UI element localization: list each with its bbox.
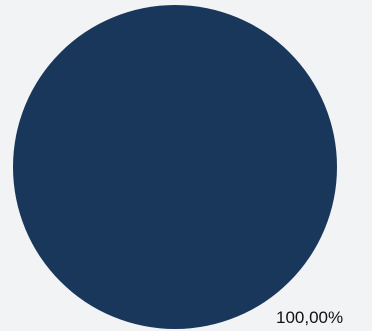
pie-slice-label: 100,00% [276, 308, 343, 327]
pie-slice [13, 5, 337, 329]
pie-labels: 100,00% [276, 308, 343, 327]
pie-slices [13, 5, 337, 329]
